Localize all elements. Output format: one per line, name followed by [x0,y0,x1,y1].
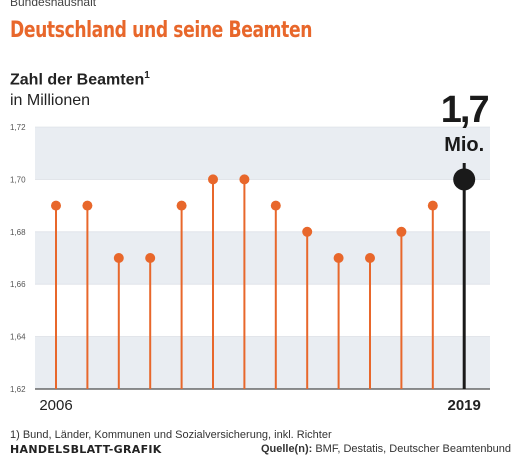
data-point [82,200,93,211]
data-point-highlight [453,168,476,191]
subtitle-text: Zahl der Beamten [10,71,145,89]
y-tick-label: 1,64 [10,333,26,342]
data-point [396,226,407,237]
data-point [145,253,156,263]
data-point [113,253,124,263]
data-point [427,200,438,211]
data-point [302,226,313,237]
y-tick-label: 1,62 [10,385,26,394]
footnote-mark: 1 [144,70,150,81]
footnote: 1) Bund, Länder, Kommunen und Sozialvers… [10,429,332,441]
source-text: BMF, Destatis, Deutscher Beamtenbund [312,443,511,455]
x-tick-label: 2006 [39,397,72,414]
chart-subtitle: Zahl der Beamten1 [10,70,150,89]
source: Quelle(n): BMF, Destatis, Deutscher Beam… [261,443,511,455]
source-label: Quelle(n): [260,443,313,455]
data-point [208,174,218,185]
brand: HANDELSBLATT-GRAFIK [10,443,162,456]
data-point [270,200,281,211]
grid-band [35,127,490,180]
headline: Deutschland und seine Beamten [10,18,313,43]
y-tick-label: 1,66 [10,280,26,289]
kicker: Bundeshaushalt [10,0,97,9]
data-point [51,200,61,211]
unit-label: in Millionen [10,92,91,109]
y-tick-label: 1,68 [10,228,26,237]
highlight-unit: Mio. [444,134,484,156]
y-tick-label: 1,70 [10,175,26,184]
x-tick-label: 2019 [448,397,481,414]
data-point [333,253,344,263]
highlight-value: 1,7 [441,89,489,131]
grid-band [35,336,490,389]
data-point [239,174,250,185]
data-point [176,200,187,211]
grid-band [35,231,490,285]
y-tick-label: 1,72 [10,123,26,132]
data-point [365,253,375,263]
